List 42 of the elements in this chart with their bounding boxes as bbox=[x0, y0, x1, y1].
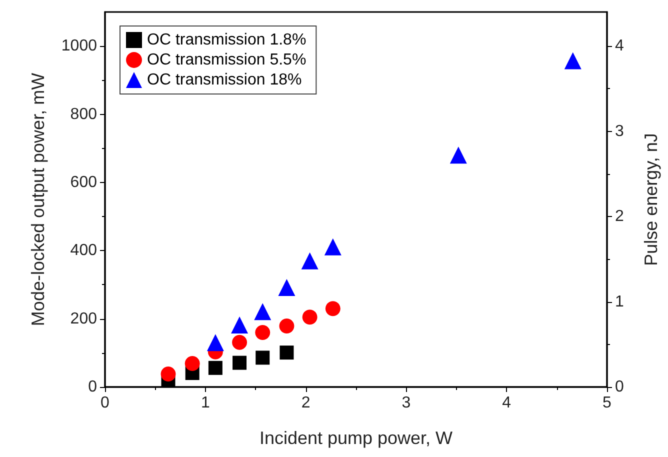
legend-label: OC transmission 18% bbox=[147, 72, 302, 88]
point bbox=[184, 356, 200, 371]
y2-tick-label: 3 bbox=[615, 122, 624, 140]
y2-tick-label: 0 bbox=[615, 378, 624, 396]
point bbox=[280, 346, 294, 360]
y-axis-title: Mode-locked output power, mW bbox=[28, 72, 48, 326]
x-tick-label: 2 bbox=[301, 394, 310, 412]
point bbox=[160, 366, 176, 382]
point bbox=[208, 360, 222, 375]
y-tick-label: 400 bbox=[70, 242, 98, 260]
point bbox=[254, 303, 272, 320]
y2-axis-title: Pulse energy, nJ bbox=[641, 133, 661, 266]
y-tick-label: 800 bbox=[70, 106, 98, 123]
point bbox=[302, 310, 318, 325]
x-tick-label: 5 bbox=[602, 394, 612, 412]
y-tick-label: 600 bbox=[70, 174, 98, 191]
y2-tick-label: 2 bbox=[615, 208, 624, 226]
point bbox=[324, 238, 342, 256]
point bbox=[232, 334, 248, 350]
x-tick-label: 4 bbox=[502, 394, 512, 412]
point bbox=[206, 334, 224, 352]
point bbox=[301, 252, 318, 270]
point bbox=[564, 52, 582, 70]
y2-tick-label: 4 bbox=[615, 38, 624, 55]
x-tick-label: 0 bbox=[100, 394, 110, 412]
point bbox=[256, 350, 270, 365]
point bbox=[231, 316, 248, 334]
point bbox=[325, 301, 340, 316]
x-tick-label: 1 bbox=[200, 394, 210, 412]
y-tick-label: 0 bbox=[88, 378, 98, 396]
legend-label: OC transmission 5.5% bbox=[147, 52, 306, 68]
point bbox=[279, 318, 294, 334]
point bbox=[232, 356, 247, 370]
y-tick-label: 1000 bbox=[61, 38, 98, 55]
legend-label: OC transmission 1.8% bbox=[147, 32, 306, 48]
point bbox=[278, 278, 296, 296]
point bbox=[255, 324, 270, 340]
y-tick-label: 200 bbox=[70, 310, 98, 328]
y2-tick-label: 1 bbox=[615, 293, 624, 310]
x-tick-label: 3 bbox=[402, 394, 411, 412]
point bbox=[450, 146, 467, 164]
x-axis-title: Incident pump power, W bbox=[259, 428, 453, 448]
